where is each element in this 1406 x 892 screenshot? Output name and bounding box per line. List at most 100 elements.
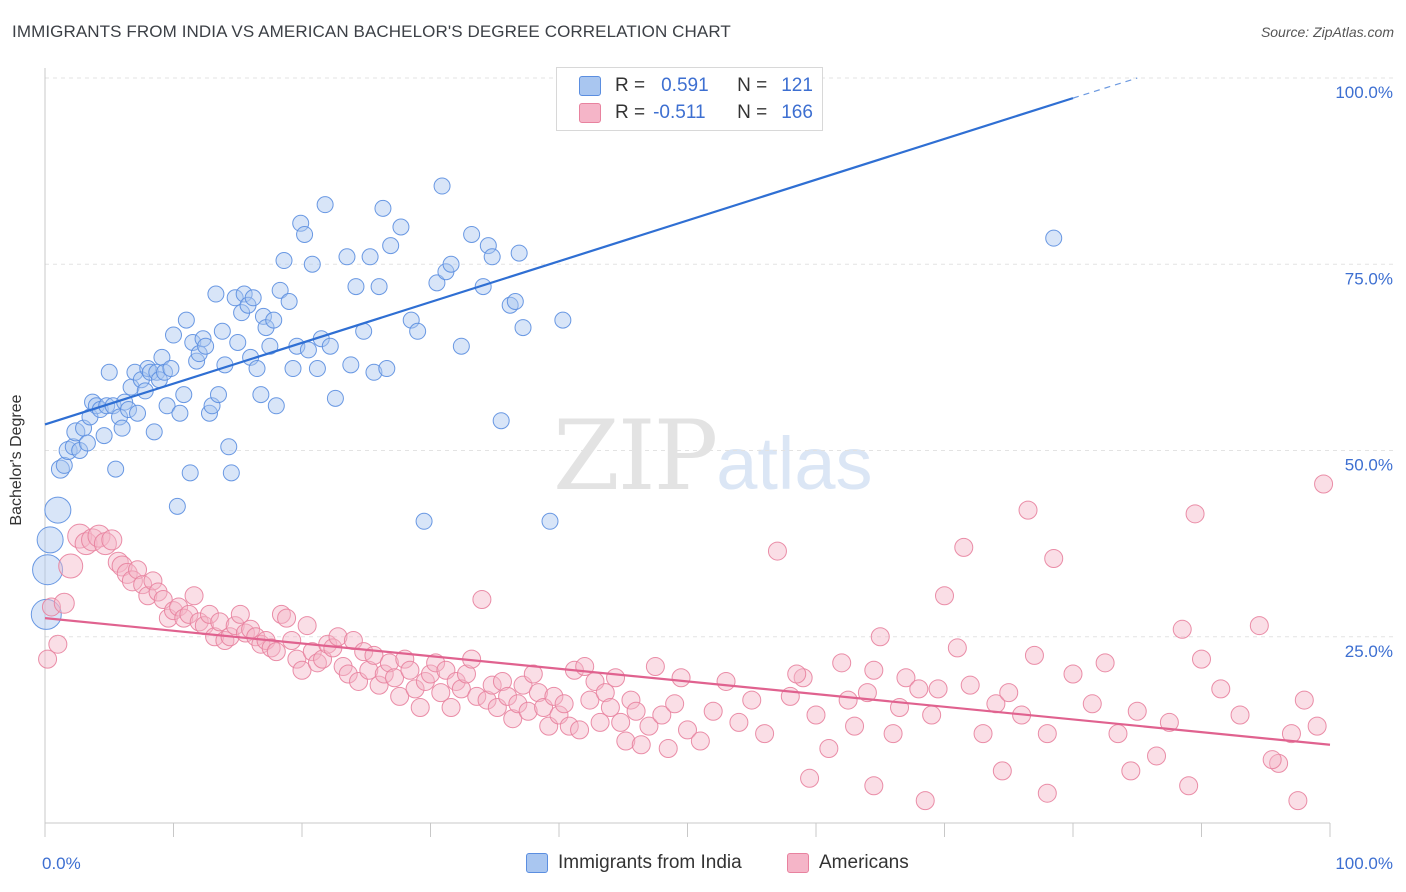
data-point-americans (1024, 645, 1044, 665)
data-point-india (338, 248, 356, 266)
data-point-americans (1063, 664, 1083, 684)
bottom-legend-swatch-americans (787, 853, 809, 873)
data-point-india (267, 397, 285, 415)
data-point-americans (631, 735, 651, 755)
data-point-india (275, 252, 293, 270)
data-point-americans (559, 716, 579, 736)
data-point-india (433, 177, 451, 195)
data-point-india (220, 438, 238, 456)
data-point-india (100, 363, 118, 381)
data-point-india (265, 311, 283, 329)
data-point-india (213, 322, 231, 340)
data-point-india (378, 360, 396, 378)
data-point-americans (41, 597, 61, 617)
source-credit: Source: ZipAtlas.com (1260, 24, 1394, 40)
data-point-americans (915, 791, 935, 811)
data-point-americans (508, 694, 528, 714)
data-point-americans (954, 537, 974, 557)
x-tick-label: 100.0% (1335, 854, 1393, 873)
data-point-americans (1281, 724, 1301, 744)
data-point-india (492, 412, 510, 430)
data-point-americans (277, 608, 297, 628)
data-point-americans (138, 586, 158, 606)
data-point-americans (174, 608, 194, 628)
data-point-india (44, 496, 72, 524)
data-point-americans (580, 690, 600, 710)
data-point-americans (1018, 500, 1038, 520)
data-point-india (479, 237, 497, 255)
data-point-india (254, 307, 272, 325)
data-point-americans (400, 660, 420, 680)
data-point-americans (390, 686, 410, 706)
data-point-india (382, 237, 400, 255)
bottom-legend-label-india: Immigrants from India (558, 852, 742, 873)
y-tick-label: 50.0% (1345, 456, 1393, 475)
data-point-americans (266, 642, 286, 662)
data-point-americans (421, 664, 440, 684)
data-point-india (392, 218, 410, 236)
data-point-americans (671, 668, 691, 688)
data-point-india (153, 348, 171, 366)
data-point-india (452, 337, 470, 355)
data-point-india (197, 337, 215, 355)
data-point-india (222, 464, 240, 482)
data-point-india (409, 322, 427, 340)
data-point-americans (1179, 776, 1199, 796)
bottom-legend-americans: Americans (787, 852, 909, 874)
data-point-india (280, 293, 298, 310)
data-point-americans (870, 627, 890, 647)
data-point-americans (1127, 701, 1147, 721)
trend-line-extension-india (1072, 77, 1138, 99)
data-point-americans (1230, 705, 1250, 725)
data-point-americans (282, 630, 302, 650)
data-point-india (271, 281, 289, 299)
data-point-americans (133, 575, 153, 595)
data-point-americans (328, 627, 348, 647)
data-point-americans (441, 698, 461, 718)
data-point-india (316, 196, 334, 214)
data-point-india (162, 360, 180, 378)
data-point-americans (38, 649, 58, 669)
data-point-india (370, 278, 388, 296)
data-point-india (365, 363, 383, 381)
data-point-americans (1192, 649, 1211, 669)
data-point-americans (652, 705, 672, 725)
data-point-americans (528, 683, 548, 703)
data-point-india (235, 285, 253, 303)
data-point-india (168, 497, 186, 515)
data-point-americans (143, 571, 163, 591)
data-point-americans (410, 698, 430, 718)
data-point-americans (58, 553, 84, 579)
data-point-india (1045, 229, 1063, 247)
data-point-americans (1314, 474, 1334, 494)
data-point-americans (626, 701, 646, 721)
data-point-americans (338, 664, 358, 684)
y-tick-label: 100.0% (1335, 83, 1393, 102)
data-point-americans (374, 664, 394, 684)
chart-title: IMMIGRANTS FROM INDIA VS AMERICAN BACHEL… (12, 22, 731, 41)
legend-r-label: R = (615, 75, 646, 96)
data-point-americans (67, 523, 93, 549)
legend-swatch-americans (579, 103, 601, 123)
data-point-americans (896, 668, 916, 688)
data-point-india (226, 289, 244, 307)
data-point-americans (225, 616, 245, 636)
data-point-india (55, 456, 73, 474)
data-point-americans (1249, 616, 1269, 636)
watermark: ZIPatlas (553, 400, 873, 512)
data-point-americans (1185, 504, 1205, 524)
legend-row-americans: R = -0.511 N = 166 (579, 101, 813, 125)
watermark-atlas: atlas (716, 422, 873, 505)
data-point-americans (261, 638, 281, 658)
data-point-india (415, 512, 433, 530)
data-point-americans (53, 592, 75, 614)
data-point-americans (523, 664, 543, 684)
data-point-americans (767, 541, 787, 561)
data-point-americans (472, 590, 492, 609)
data-point-india (284, 360, 302, 378)
data-point-americans (864, 660, 884, 680)
legend-n-label: N = (737, 75, 768, 96)
data-point-americans (616, 731, 636, 751)
data-point-americans (832, 653, 852, 673)
